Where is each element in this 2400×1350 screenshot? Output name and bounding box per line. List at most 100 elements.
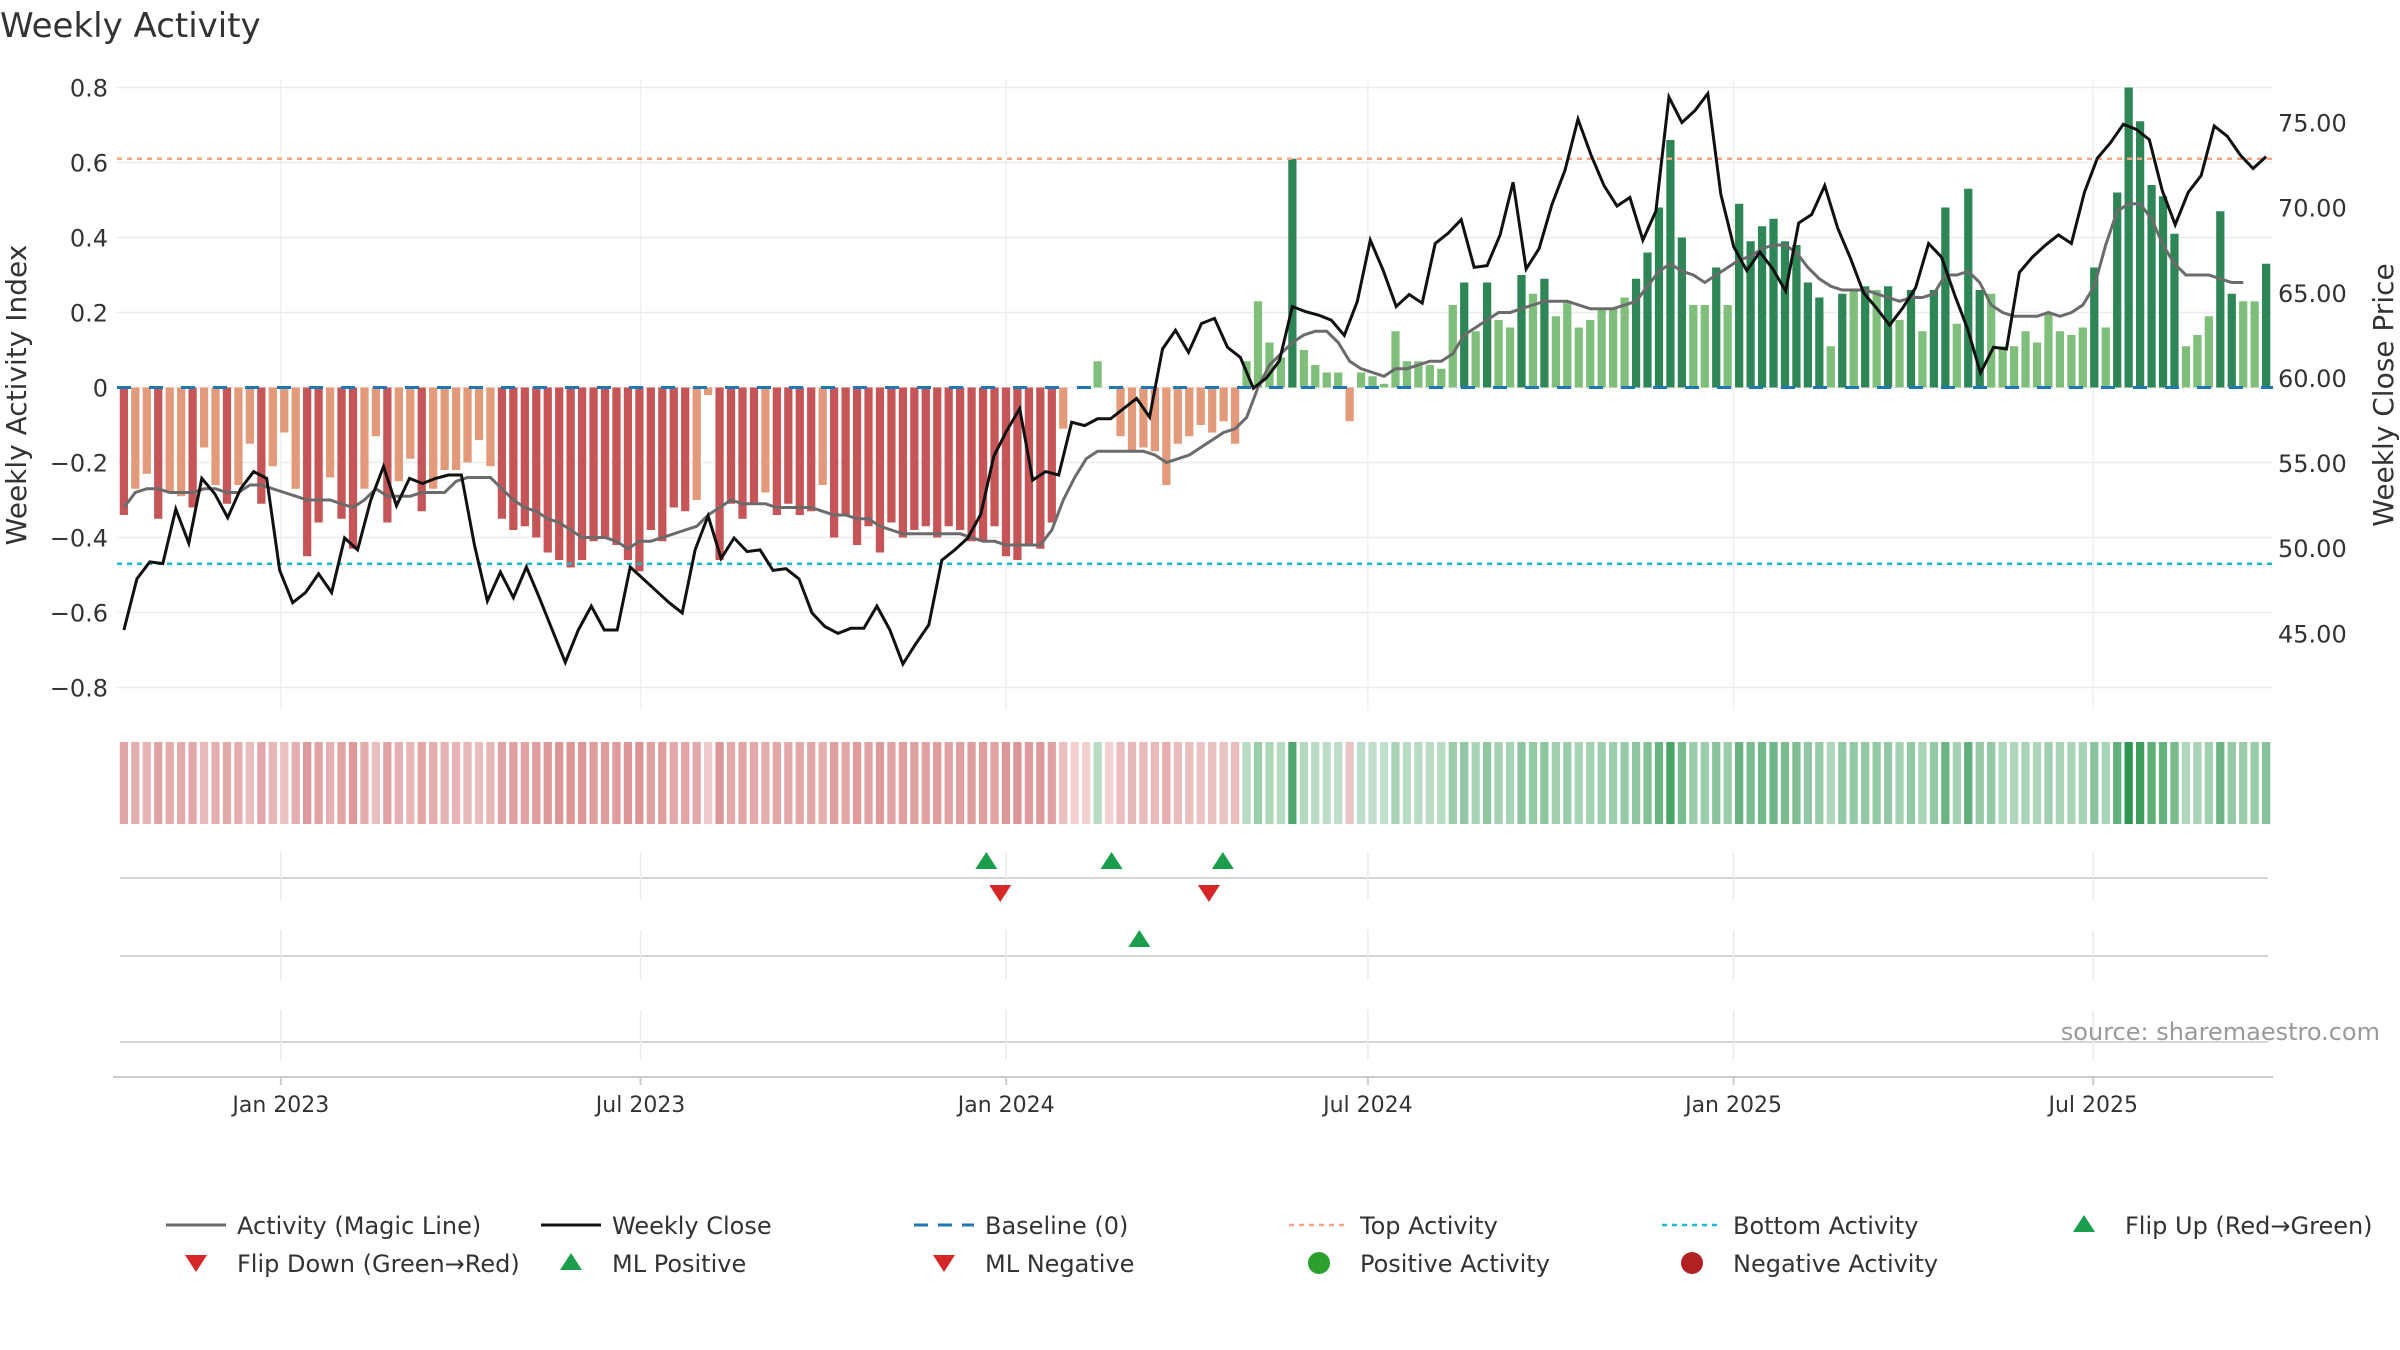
activity-bar — [325, 387, 335, 478]
heat-cell — [635, 742, 644, 824]
activity-bar — [2055, 331, 2065, 388]
heat-cell — [1024, 742, 1034, 824]
activity-bar — [2239, 301, 2248, 388]
heat-cell — [761, 742, 770, 824]
heat-cell — [1345, 742, 1354, 824]
activity-bar — [1838, 293, 1847, 388]
heat-cell — [2158, 742, 2168, 824]
heat-cell — [1700, 742, 1709, 824]
activity-bar — [177, 387, 186, 497]
heat-cell — [1826, 742, 1835, 824]
heat-cell — [119, 742, 128, 824]
activity-bar — [2216, 211, 2225, 388]
heat-cell — [956, 742, 965, 824]
right-tick-label: 45.00 — [2278, 620, 2347, 648]
right-tick-label: 55.00 — [2278, 450, 2347, 478]
activity-bar — [2124, 87, 2133, 388]
legend-label: Negative Activity — [1733, 1250, 1938, 1278]
activity-bar — [1563, 301, 1572, 388]
heat-cell — [1460, 742, 1469, 824]
heat-cell — [910, 742, 919, 824]
activity-bar — [280, 387, 289, 433]
activity-bar — [726, 387, 736, 504]
activity-bar — [245, 387, 255, 444]
activity-bar — [1872, 290, 1881, 388]
heat-cell — [1792, 742, 1801, 824]
activity-bar — [1173, 387, 1182, 444]
activity-bar — [1792, 245, 1801, 388]
heat-cell — [555, 742, 564, 824]
legend-item: ML Positive — [560, 1250, 746, 1278]
right-tick-label: 60.00 — [2278, 365, 2347, 393]
heat-cell — [1391, 742, 1400, 824]
activity-bar — [1735, 203, 1744, 388]
activity-bar — [1368, 376, 1377, 388]
left-tick-label: 0.2 — [70, 300, 108, 328]
heat-cell — [2181, 742, 2191, 824]
heat-cell — [211, 742, 220, 824]
heat-cell — [933, 742, 942, 824]
heat-cell — [612, 742, 621, 824]
heat-cell — [967, 742, 976, 824]
activity-bar — [933, 387, 942, 538]
heat-cell — [1288, 742, 1297, 824]
heat-cell — [1425, 742, 1434, 824]
heat-cell — [1082, 742, 1091, 824]
activity-bar — [1631, 278, 1641, 388]
heat-cell — [1918, 742, 1927, 824]
activity-bar — [1001, 387, 1011, 557]
activity-bar — [658, 387, 667, 542]
heat-cell — [1952, 742, 1961, 824]
activity-bar — [1849, 290, 1858, 388]
activity-bar — [222, 387, 232, 504]
heat-cell — [1311, 742, 1320, 824]
activity-bar — [1540, 278, 1549, 388]
activity-bar — [600, 387, 610, 538]
heat-cell — [2101, 742, 2110, 824]
heat-cell — [188, 742, 197, 824]
activity-bar — [211, 387, 220, 485]
heat-cell — [2239, 742, 2248, 824]
activity-bar — [1906, 290, 1916, 388]
legend-label: Bottom Activity — [1733, 1212, 1918, 1240]
heat-cell — [681, 742, 690, 824]
x-tick-label: Jul 2023 — [594, 1093, 686, 1118]
activity-bar — [681, 387, 690, 512]
heat-cell — [1437, 742, 1446, 824]
activity-bar — [1597, 308, 1606, 388]
heat-cell — [1368, 742, 1377, 824]
activity-bar — [738, 387, 747, 519]
flip-up-marker — [975, 852, 998, 869]
activity-bar — [646, 387, 655, 530]
heat-cell — [1735, 742, 1744, 824]
activity-bar — [348, 387, 358, 549]
activity-bar — [1918, 331, 1927, 388]
right-tick-label: 65.00 — [2278, 280, 2347, 308]
activity-bar — [303, 387, 312, 557]
heat-cell — [280, 742, 289, 824]
heat-cell — [715, 742, 724, 824]
activity-bar — [2113, 192, 2122, 388]
heat-cell — [2055, 742, 2065, 824]
heat-cell — [600, 742, 610, 824]
activity-bar — [566, 387, 575, 568]
activity-bar — [577, 387, 587, 560]
heat-cell — [1689, 742, 1698, 824]
heat-cell — [2113, 742, 2122, 824]
activity-bar — [1803, 282, 1813, 388]
heat-cell — [1849, 742, 1858, 824]
flip-up-marker — [1100, 852, 1123, 869]
heat-cell — [1047, 742, 1056, 824]
heat-cell — [692, 742, 701, 824]
activity-bar — [119, 387, 128, 515]
legend-label: ML Positive — [612, 1250, 746, 1278]
activity-bar — [1712, 267, 1721, 388]
heat-cell — [1574, 742, 1583, 824]
heat-cell — [658, 742, 667, 824]
heat-cell — [2067, 742, 2076, 824]
heat-cell — [1975, 742, 1984, 824]
activity-bar — [234, 387, 243, 485]
activity-bar — [956, 387, 965, 530]
legend-item: Activity (Magic Line) — [166, 1212, 481, 1240]
